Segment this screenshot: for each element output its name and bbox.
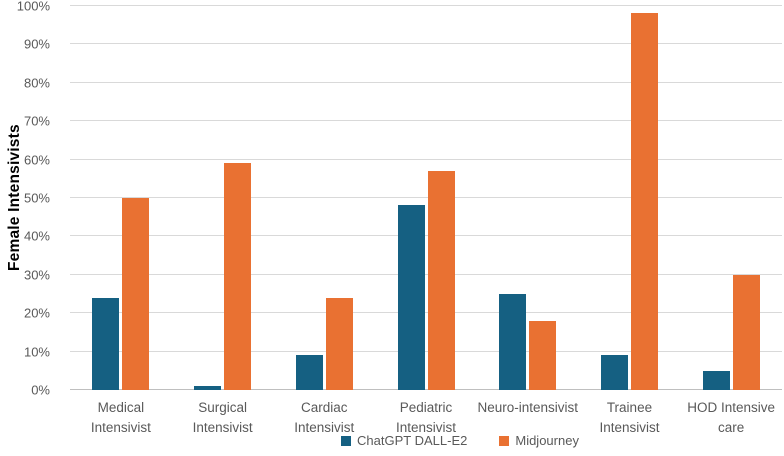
legend-label: ChatGPT DALL-E2	[357, 433, 468, 448]
gridline	[70, 350, 782, 352]
bar-chatgpt-dall-e2-neuro-intensivist	[499, 293, 527, 390]
bars-row	[70, 5, 782, 390]
x-tick-label-hod-intensive-care: HOD Intensive care	[680, 398, 782, 438]
y-tick-label: 100%	[16, 0, 50, 14]
y-tick-label: 10%	[23, 344, 50, 360]
y-tick-label: 40%	[23, 228, 50, 244]
bar-midjourney-cardiac-intensivist	[325, 297, 353, 390]
legend: ChatGPT DALL-E2 Midjourney	[136, 433, 784, 448]
bar-chatgpt-dall-e2-surgical-intensivist	[194, 386, 222, 390]
category-group-medical-intensivist	[70, 5, 172, 390]
category-group-surgical-intensivist	[172, 5, 274, 390]
legend-swatch-icon	[499, 435, 510, 446]
category-group-trainee-intensivist	[579, 5, 681, 390]
y-tick-label: 60%	[23, 152, 50, 168]
bar-midjourney-medical-intensivist	[122, 197, 150, 390]
x-tick-label-medical-intensivist: Medical Intensivist	[70, 398, 172, 438]
x-tick-label-text: Surgical Intensivist	[192, 400, 253, 435]
x-tick-label-text: Trainee Intensivist	[599, 400, 660, 435]
gridline	[70, 273, 782, 275]
legend-item-midjourney: Midjourney	[499, 433, 579, 448]
gridline	[70, 158, 782, 160]
category-group-pediatric-intensivist	[375, 5, 477, 390]
x-tick-label-neuro-intensivist: Neuro-intensivist	[477, 398, 579, 438]
gridline	[70, 197, 782, 198]
x-tick-label-text: HOD Intensive care	[687, 400, 776, 435]
category-group-hod-intensive-care	[680, 5, 782, 390]
bar-chatgpt-dall-e2-cardiac-intensivist	[295, 355, 323, 390]
bar-midjourney-trainee-intensivist	[630, 12, 658, 390]
y-tick-label: 50%	[23, 190, 50, 206]
y-tick-label: 70%	[23, 113, 50, 129]
bar-chatgpt-dall-e2-medical-intensivist	[92, 297, 120, 390]
y-tick-label: 90%	[23, 36, 50, 52]
y-tick-label: 30%	[23, 267, 50, 283]
bar-chatgpt-dall-e2-pediatric-intensivist	[397, 205, 425, 390]
x-tick-label-trainee-intensivist: Trainee Intensivist	[579, 398, 681, 438]
x-tick-label-text: Cardiac Intensivist	[294, 400, 355, 435]
x-tick-label-text: Neuro-intensivist	[477, 400, 578, 415]
legend-label: Midjourney	[515, 433, 579, 448]
gridline	[70, 81, 782, 83]
category-group-cardiac-intensivist	[273, 5, 375, 390]
bar-chatgpt-dall-e2-hod-intensive-care	[702, 370, 730, 390]
x-tick-label-surgical-intensivist: Surgical Intensivist	[172, 398, 274, 438]
y-tick-label: 80%	[23, 75, 50, 91]
bar-midjourney-pediatric-intensivist	[427, 170, 455, 390]
gridline	[70, 5, 782, 6]
bar-midjourney-surgical-intensivist	[224, 162, 252, 390]
bar-chatgpt-dall-e2-trainee-intensivist	[600, 355, 628, 390]
x-tick-label-text: Pediatric Intensivist	[396, 400, 457, 435]
legend-item-chatgpt-dall-e2: ChatGPT DALL-E2	[341, 433, 467, 448]
legend-swatch-icon	[341, 435, 352, 446]
bar-midjourney-hod-intensive-care	[732, 274, 760, 390]
x-axis-line	[70, 389, 782, 390]
gridline	[70, 43, 782, 45]
x-axis-labels: Medical Intensivist Surgical Intensivist C…	[70, 398, 782, 438]
plot-area	[70, 5, 782, 390]
x-tick-label-cardiac-intensivist: Cardiac Intensivist	[273, 398, 375, 438]
x-tick-label-text: Medical Intensivist	[90, 400, 151, 435]
gridline	[70, 312, 782, 314]
category-group-neuro-intensivist	[477, 5, 579, 390]
bar-midjourney-neuro-intensivist	[529, 320, 557, 390]
y-tick-label: 20%	[23, 305, 50, 321]
y-axis-ticks: 0% 10% 20% 30% 40% 50% 60% 70% 80% 90% 100%	[0, 0, 60, 398]
gridline	[70, 235, 782, 237]
y-tick-label: 0%	[31, 382, 50, 398]
gridline	[70, 120, 782, 122]
x-tick-label-pediatric-intensivist: Pediatric Intensivist	[375, 398, 477, 438]
